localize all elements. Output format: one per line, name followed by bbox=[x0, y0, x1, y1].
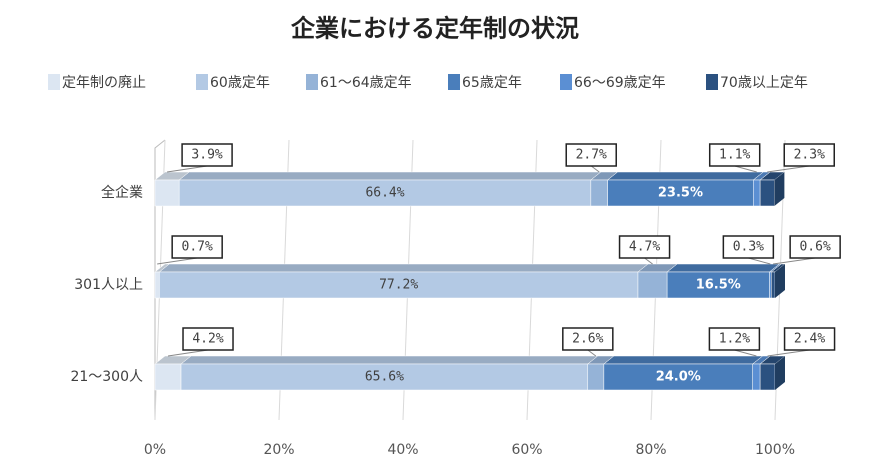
category-label: 全企業 bbox=[101, 184, 143, 201]
bar bbox=[771, 271, 776, 299]
bar bbox=[178, 179, 592, 207]
value-label: 23.5% bbox=[658, 186, 703, 201]
bar-top bbox=[178, 171, 602, 181]
legend-swatch bbox=[560, 74, 572, 90]
bar-top bbox=[666, 263, 781, 273]
leader-line bbox=[167, 165, 208, 173]
bar-side bbox=[774, 172, 785, 206]
leader-line bbox=[587, 349, 597, 357]
label-box bbox=[565, 143, 617, 167]
leader-line bbox=[773, 257, 816, 265]
value-label: 0.6% bbox=[799, 240, 830, 255]
bar-side bbox=[775, 264, 785, 298]
value-label: 2.6% bbox=[572, 332, 603, 347]
bar bbox=[759, 363, 776, 391]
bar bbox=[769, 271, 772, 299]
label-box bbox=[182, 327, 234, 351]
bar bbox=[587, 363, 605, 391]
label-box bbox=[562, 327, 614, 351]
label-box bbox=[783, 327, 836, 351]
leader-line bbox=[590, 165, 600, 173]
bar bbox=[607, 179, 754, 207]
bar bbox=[637, 271, 668, 299]
value-label: 16.5% bbox=[696, 278, 741, 293]
value-label: 1.2% bbox=[719, 332, 750, 347]
leader-line bbox=[748, 257, 771, 265]
bar bbox=[180, 363, 589, 391]
category-label: 21〜300人 bbox=[70, 369, 143, 385]
legend-swatch bbox=[196, 74, 208, 90]
leader-line bbox=[644, 257, 653, 265]
x-tick-label: 0% bbox=[144, 442, 166, 458]
value-label: 66.4% bbox=[365, 186, 404, 201]
x-tick-label: 60% bbox=[511, 442, 542, 458]
leader-line bbox=[734, 349, 757, 357]
leader-line bbox=[767, 165, 810, 173]
value-label: 2.3% bbox=[794, 148, 825, 163]
label-box bbox=[618, 235, 671, 259]
value-label: 0.7% bbox=[182, 240, 213, 255]
legend-swatch bbox=[48, 74, 60, 90]
bar-top bbox=[158, 263, 649, 273]
legend-label: 61〜64歳定年 bbox=[320, 75, 412, 91]
legend-label: 60歳定年 bbox=[210, 75, 270, 91]
x-tick-label: 100% bbox=[755, 442, 795, 458]
label-box bbox=[783, 143, 835, 167]
value-label: 4.2% bbox=[192, 332, 223, 347]
bar bbox=[154, 271, 160, 299]
x-tick-label: 40% bbox=[387, 442, 418, 458]
value-label: 4.7% bbox=[629, 240, 660, 255]
value-label: 2.4% bbox=[794, 332, 825, 347]
bar bbox=[159, 271, 639, 299]
leader-line bbox=[157, 257, 198, 265]
legend-swatch bbox=[306, 74, 318, 90]
leader-line bbox=[734, 165, 757, 173]
chart-title: 企業における定年制の状況 bbox=[291, 14, 579, 43]
bar bbox=[154, 363, 182, 391]
value-label: 77.2% bbox=[379, 278, 418, 293]
leader-line bbox=[167, 349, 209, 357]
bar-top bbox=[603, 355, 764, 365]
bar-top bbox=[180, 355, 599, 365]
value-label: 24.0% bbox=[656, 370, 701, 385]
bar bbox=[759, 179, 775, 207]
axis-wall bbox=[154, 139, 166, 420]
label-box bbox=[722, 235, 775, 259]
label-box bbox=[708, 143, 761, 167]
value-label: 1.1% bbox=[719, 148, 750, 163]
bar bbox=[590, 179, 608, 207]
bar-side bbox=[775, 356, 785, 390]
bar bbox=[666, 271, 770, 299]
bar bbox=[154, 179, 180, 207]
label-box bbox=[789, 235, 841, 259]
label-box bbox=[171, 235, 223, 259]
value-label: 3.9% bbox=[191, 148, 222, 163]
x-tick-label: 80% bbox=[635, 442, 666, 458]
x-tick-label: 20% bbox=[263, 442, 294, 458]
legend-label: 定年制の廃止 bbox=[62, 74, 146, 91]
category-label: 301人以上 bbox=[74, 277, 143, 293]
legend-label: 66〜69歳定年 bbox=[574, 75, 666, 91]
bar bbox=[753, 179, 761, 207]
value-label: 65.6% bbox=[365, 370, 404, 385]
legend-label: 70歳以上定年 bbox=[720, 75, 808, 91]
bar bbox=[752, 363, 761, 391]
bar-top bbox=[606, 171, 765, 181]
legend-swatch bbox=[706, 74, 718, 90]
value-label: 0.3% bbox=[733, 240, 764, 255]
legend-label: 65歳定年 bbox=[462, 75, 522, 91]
leader-line bbox=[767, 349, 810, 357]
legend-swatch bbox=[448, 74, 460, 90]
label-box bbox=[181, 143, 233, 167]
label-box bbox=[708, 327, 761, 351]
value-label: 2.7% bbox=[576, 148, 607, 163]
